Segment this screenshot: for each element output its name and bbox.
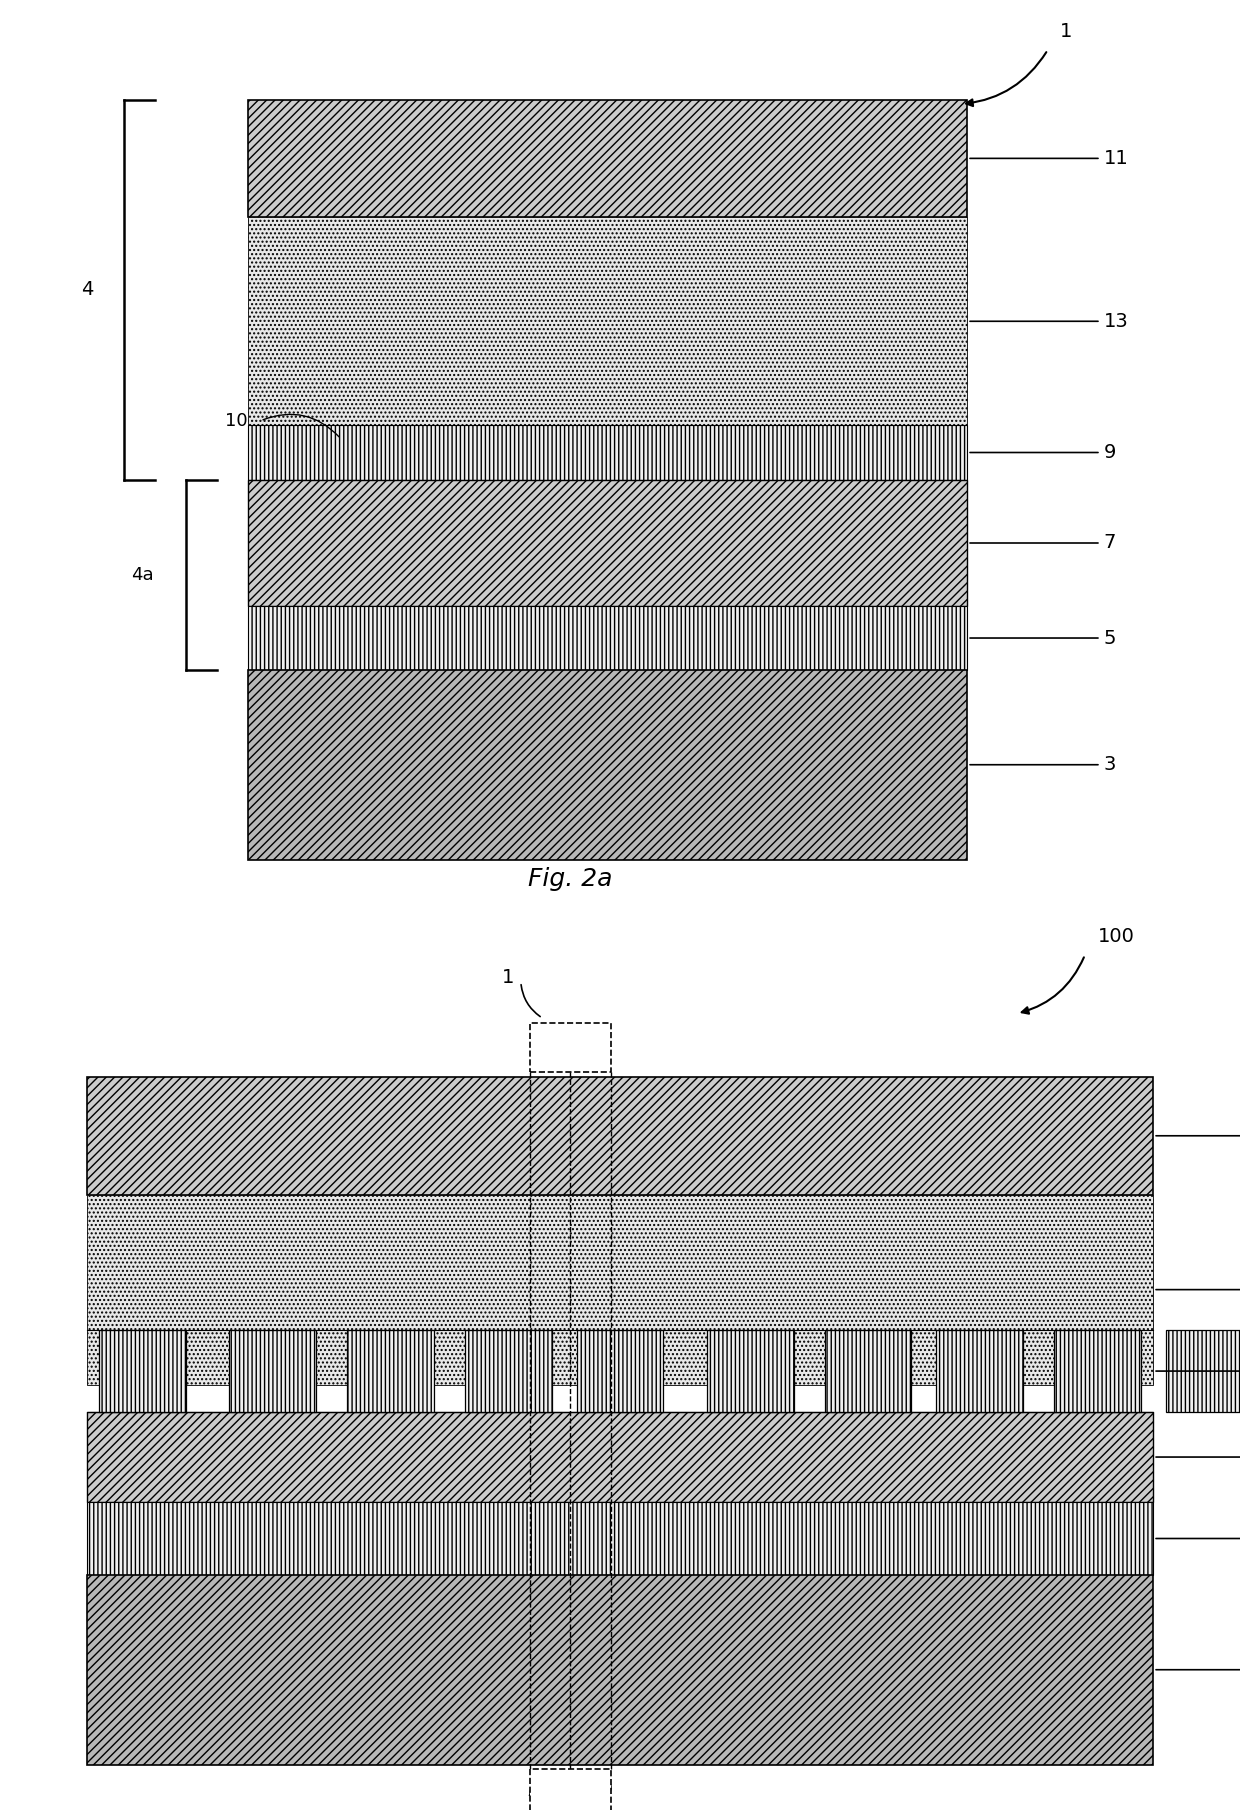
Text: 13: 13 [1156,1280,1240,1300]
Text: Fig. 2a: Fig. 2a [528,867,613,891]
Bar [87,1502,1153,1575]
Text: 3: 3 [1156,1660,1240,1680]
Bar [1054,1330,1141,1412]
Bar [87,1077,1153,1195]
Bar [825,1330,911,1412]
Bar [1166,1330,1240,1412]
Bar [87,1412,1153,1502]
Text: 9: 9 [970,443,1116,462]
Text: 10: 10 [226,413,248,429]
Bar [248,606,967,670]
Bar [99,1330,186,1412]
Text: 5: 5 [970,628,1116,648]
Bar [87,1575,1153,1765]
Bar [707,1330,794,1412]
Bar [248,100,967,217]
Text: 11: 11 [970,148,1128,168]
Bar [531,1023,611,1072]
Text: 13: 13 [970,311,1128,331]
Bar [347,1330,434,1412]
Text: 1: 1 [502,968,515,986]
Bar [465,1330,552,1412]
Text: 11: 11 [1156,1126,1240,1146]
Bar [248,217,967,425]
Bar [248,425,967,480]
Bar [87,1195,1153,1385]
Bar [248,480,967,606]
Text: 100: 100 [1097,927,1135,947]
Text: 1: 1 [1060,22,1073,42]
Text: 9: 9 [1156,1361,1240,1381]
Bar [531,1770,611,1810]
Bar [248,670,967,860]
Text: 4: 4 [81,281,93,299]
Text: 7: 7 [970,534,1116,552]
Text: 3: 3 [970,755,1116,775]
Text: 7: 7 [1156,1448,1240,1466]
Text: 4a: 4a [131,567,154,583]
Bar [229,1330,316,1412]
Text: Fig. 2b: Fig. 2b [528,1777,613,1801]
Bar [936,1330,1023,1412]
Bar [577,1330,663,1412]
Text: 5: 5 [1156,1529,1240,1548]
